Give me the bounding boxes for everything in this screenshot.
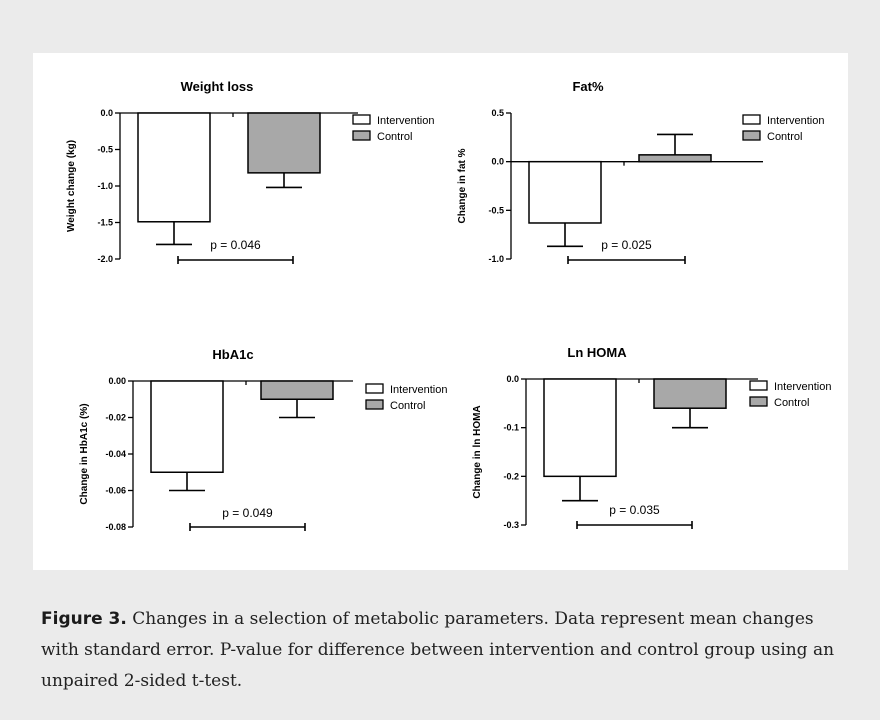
y-tick-label: -0.3 <box>503 520 519 530</box>
legend-label: Intervention <box>377 115 434 127</box>
y-axis-label: Change in HbA1c (%) <box>79 403 90 504</box>
chart-title: HbA1c <box>212 347 253 362</box>
y-tick-label: -0.06 <box>105 486 126 496</box>
y-tick-label: -2.0 <box>97 254 113 264</box>
y-tick-label: -0.2 <box>503 471 519 481</box>
y-tick-label: 0.00 <box>108 376 126 386</box>
y-tick-label: -0.02 <box>105 413 126 423</box>
bar-intervention <box>543 378 617 478</box>
bar-intervention <box>528 160 602 224</box>
legend-label: Control <box>390 400 425 412</box>
y-tick-label: -0.04 <box>105 449 126 459</box>
bar-control <box>247 112 321 174</box>
legend-swatch <box>365 399 384 410</box>
y-tick-label: -0.5 <box>97 145 113 155</box>
legend-swatch <box>749 380 768 391</box>
bar-control <box>653 378 727 409</box>
y-axis-label: Change in fat % <box>457 148 468 223</box>
legend-label: Intervention <box>774 381 831 393</box>
chart-2: Fat% 0.5 0.0 -0.5 -1.0 Change in fat % p = 0.0… <box>457 79 824 264</box>
y-tick-label: -0.1 <box>503 423 519 433</box>
chart-title: Fat% <box>572 79 604 94</box>
legend-swatch <box>742 114 761 125</box>
chart-3: HbA1c 0.00 -0.02 -0.04 -0.06 -0.08 Change in H… <box>79 347 447 532</box>
legend-label: Control <box>377 131 412 143</box>
figure-charts: Weight loss 0.0 -0.5 -1.0 -1.5 -2.0 Weight cha… <box>66 79 831 532</box>
chart-title: Weight loss <box>181 79 254 94</box>
chart-title: Ln HOMA <box>567 345 627 360</box>
y-tick-label: -0.08 <box>105 522 126 532</box>
caption-text: Changes in a selection of metabolic para… <box>41 609 835 691</box>
legend-swatch <box>352 114 371 125</box>
p-value-label: p = 0.035 <box>609 503 660 517</box>
chart-4: Ln HOMA 0.0 -0.1 -0.2 -0.3 Change in ln HOMA p… <box>472 345 831 530</box>
legend-swatch <box>742 130 761 141</box>
bar-control <box>638 154 712 163</box>
caption-label: Figure 3. <box>41 609 127 629</box>
legend-label: Intervention <box>767 115 824 127</box>
legend-swatch <box>352 130 371 141</box>
chart-1: Weight loss 0.0 -0.5 -1.0 -1.5 -2.0 Weight cha… <box>66 79 434 264</box>
legend-label: Control <box>774 397 809 409</box>
legend-label: Control <box>767 131 802 143</box>
y-tick-label: -1.0 <box>97 181 113 191</box>
y-axis-label: Change in ln HOMA <box>472 405 483 498</box>
y-tick-label: 0.0 <box>506 374 519 384</box>
legend-swatch <box>749 396 768 407</box>
bar-intervention <box>150 380 224 473</box>
p-value-label: p = 0.046 <box>210 238 261 252</box>
y-tick-label: 0.0 <box>100 108 113 118</box>
bar-intervention <box>137 112 211 223</box>
y-tick-label: 0.0 <box>491 157 504 167</box>
p-value-label: p = 0.049 <box>222 506 273 520</box>
y-axis-label: Weight change (kg) <box>66 140 77 232</box>
figure-panel: Weight loss 0.0 -0.5 -1.0 -1.5 -2.0 Weight cha… <box>33 53 848 570</box>
p-value-label: p = 0.025 <box>601 238 652 252</box>
y-tick-label: -1.0 <box>488 254 504 264</box>
bar-control <box>260 380 334 400</box>
y-tick-label: -0.5 <box>488 205 504 215</box>
y-tick-label: 0.5 <box>491 108 504 118</box>
legend-label: Intervention <box>390 384 447 396</box>
legend-swatch <box>365 383 384 394</box>
y-tick-label: -1.5 <box>97 218 113 228</box>
figure-caption: Figure 3. Changes in a selection of meta… <box>41 604 841 697</box>
